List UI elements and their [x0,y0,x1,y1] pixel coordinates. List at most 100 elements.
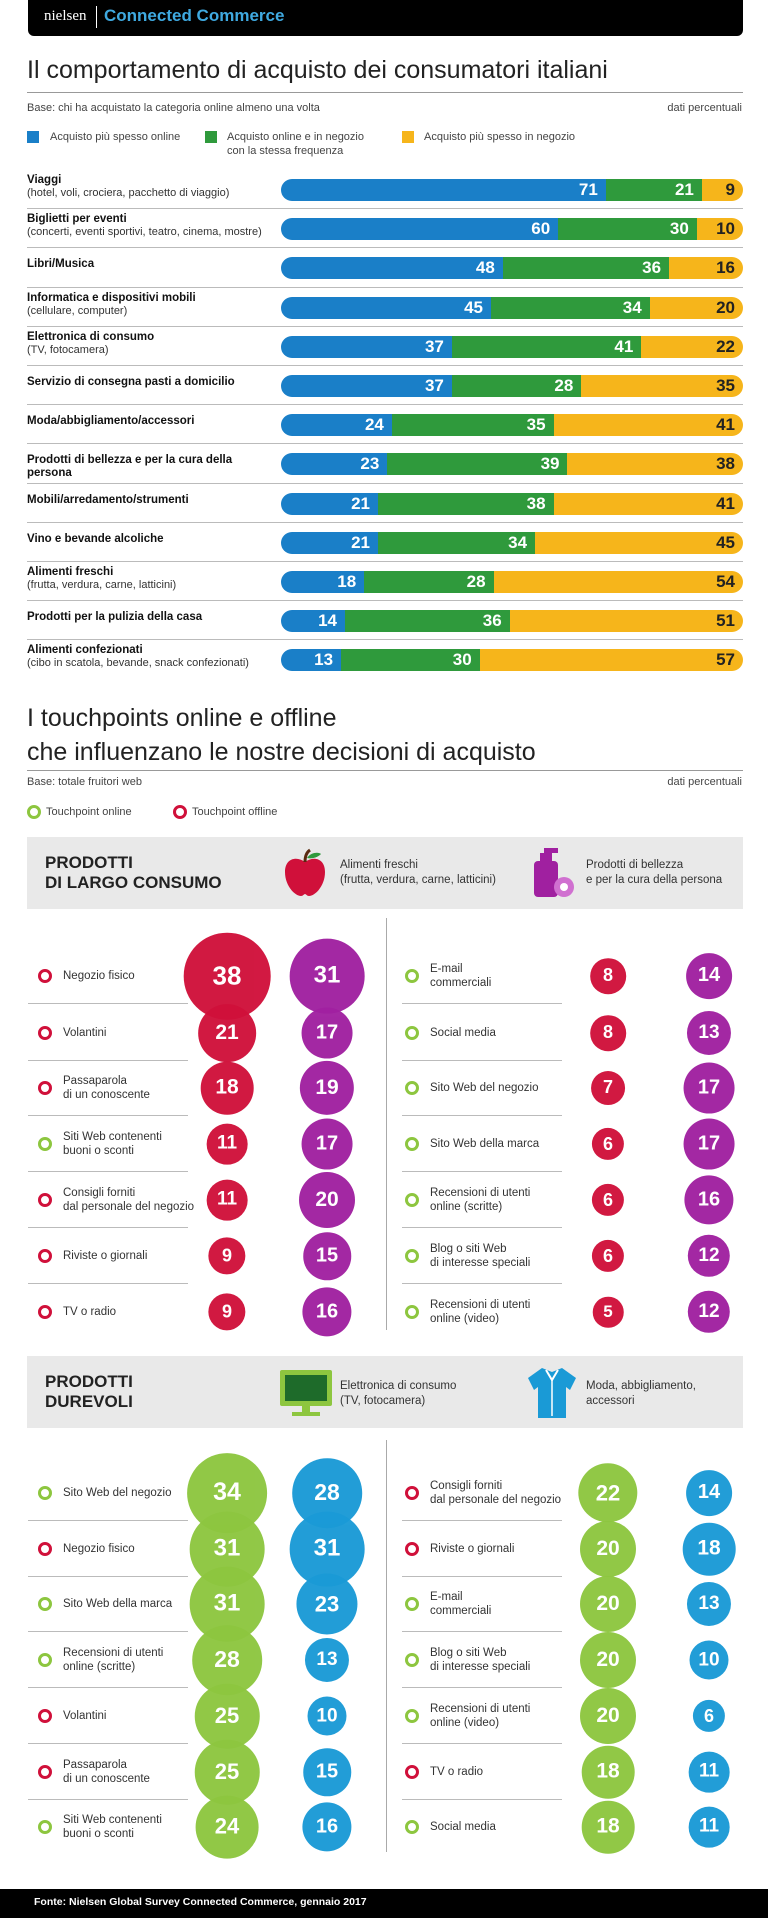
bar-row-label: Moda/abbigliamento/accessori [27,415,277,428]
bubble-value: 12 [687,1234,731,1278]
bar-row-sub: (hotel, voli, crociera, pacchetto di via… [27,187,230,199]
touchpoint-online-icon [405,1193,419,1207]
touchpoint-online-icon [405,1026,419,1040]
touchpoint-separator [28,1687,188,1688]
panel2-divider [386,1440,387,1852]
bubble-value: 11 [206,1179,248,1221]
touchpoint-separator [402,1283,562,1284]
bar-segment: 16 [669,257,743,280]
bar-row-separator [27,325,743,327]
bar-segment: 60 [281,218,559,241]
bar-segment: 38 [378,492,554,515]
touchpoint-label: Sito Web della marca [63,1598,173,1610]
bar-segment: 41 [451,335,642,358]
bar-row-name: Alimenti freschi [27,566,114,578]
bar-row-sub: (frutta, verdura, carne, latticini) [27,579,177,591]
bubble-value: 15 [303,1232,351,1280]
touchpoint-online-icon [405,1653,419,1667]
bar-row-sub: (cellulare, computer) [27,304,128,317]
touchpoint-label: Volantini [63,1710,107,1722]
footer-source: Fonte: Nielsen Global Survey Connected C… [34,1896,367,1908]
bubble-value: 16 [684,1175,734,1225]
bar-segment: 21 [281,531,378,554]
section2-title-line2: che influenzano le nostre decisioni di a… [27,738,536,766]
panel1-title-line1: PRODOTTI [45,853,133,872]
touchpoint-label: Recensioni di utenti online (scritte) [430,1187,531,1213]
touchpoint-label: Social media [430,1027,496,1039]
bar-segment: 41 [553,492,743,515]
bubble-value: 17 [683,1118,735,1170]
touchpoint-offline-icon [38,1542,52,1556]
bar-row-sub: (concerti, eventi sportivi, teatro, cine… [27,226,262,239]
touchpoint-separator [28,1003,188,1004]
bubble-value: 17 [301,1118,353,1170]
bar-segment: 51 [509,610,743,633]
bar-row-sub: (cibo in scatola, bevande, snack confezi… [27,657,249,670]
bar-segment: 23 [281,453,388,476]
bubble-value: 18 [200,1061,254,1115]
bar-row-label: Libri/Musica [27,258,277,271]
touchpoint-label: TV o radio [63,1306,117,1318]
header-bar [28,0,743,36]
touchpoint-offline-icon [405,1486,419,1500]
bubble-value: 19 [299,1060,355,1116]
touchpoint-label: Social media [430,1821,496,1833]
touchpoint-separator [402,1631,562,1632]
bar-row-separator [27,482,743,484]
monitor-icon [280,1370,332,1416]
bar-row-name: Alimenti confezionati [27,644,143,657]
bubble-value: 11 [688,1806,730,1848]
bubble-value: 18 [682,1522,736,1576]
bubble-value: 18 [581,1745,635,1799]
touchpoint-separator [402,1060,562,1061]
bar-segment: 28 [451,375,582,397]
section1-title: Il comportamento di acquisto dei consuma… [27,56,608,84]
footer-bar [0,1889,768,1918]
touchpoint-label: Passaparola di un conoscente [63,1075,150,1101]
cosmetics-icon [534,848,574,897]
bubble-value: 17 [301,1007,353,1059]
bubble-value: 13 [686,1010,732,1056]
touchpoint-separator [28,1171,188,1172]
bubble-value: 9 [208,1293,246,1331]
bar-row-separator [27,639,743,641]
bubble-value: 6 [692,1699,726,1733]
touchpoint-label: Consigli forniti dal personale del negozi… [63,1187,195,1213]
bar-segment: 30 [341,649,480,672]
bar-row-sub: (TV, fotocamera) [27,343,109,356]
touchpoint-label: Siti Web contenenti buoni o sconti [63,1131,162,1157]
touchpoint-separator [402,1520,562,1521]
section2-base: Base: totale fruitori web [27,776,142,788]
touchpoint-label: Sito Web del negozio [430,1082,539,1094]
touchpoint-separator [28,1283,188,1284]
bubble-value: 6 [591,1239,625,1273]
bubble-value: 22 [578,1463,638,1523]
bar-segment: 18 [281,571,365,593]
touchpoint-offline-icon [38,1709,52,1723]
touchpoint-label: Riviste o giornali [430,1543,515,1555]
apple-icon [285,848,325,896]
bar-row-label: Informatica e dispositivi mobili (cellula… [27,292,277,318]
touchpoint-online-icon [405,1709,419,1723]
touchpoint-label: Riviste o giornali [63,1250,148,1262]
bar-segment: 41 [553,414,743,437]
touchpoint-offline-icon [38,1305,52,1319]
bubble-value: 14 [686,1470,732,1516]
touchpoint-separator [402,1743,562,1744]
bubble-value: 8 [590,958,626,994]
legend-touchpoint-offline: Touchpoint offline [192,806,278,818]
bar-segment: 45 [281,296,491,319]
bubble-value: 28 [192,1625,262,1695]
touchpoint-label: Sito Web della marca [430,1138,540,1150]
legend-both-label: Acquisto online e in negozio [227,131,364,143]
bubble-value: 13 [304,1637,350,1683]
touchpoint-separator [28,1115,188,1116]
bar-segment: 35 [391,414,554,437]
bar-segment: 22 [641,335,743,358]
section2-unit: dati percentuali [667,776,742,788]
touchpoint-label: Negozio fisico [63,1543,135,1555]
bubble-value: 20 [580,1688,636,1744]
bubble-value: 25 [194,1739,260,1805]
bar-segment: 14 [281,610,345,633]
bar-segment: 48 [281,257,503,280]
